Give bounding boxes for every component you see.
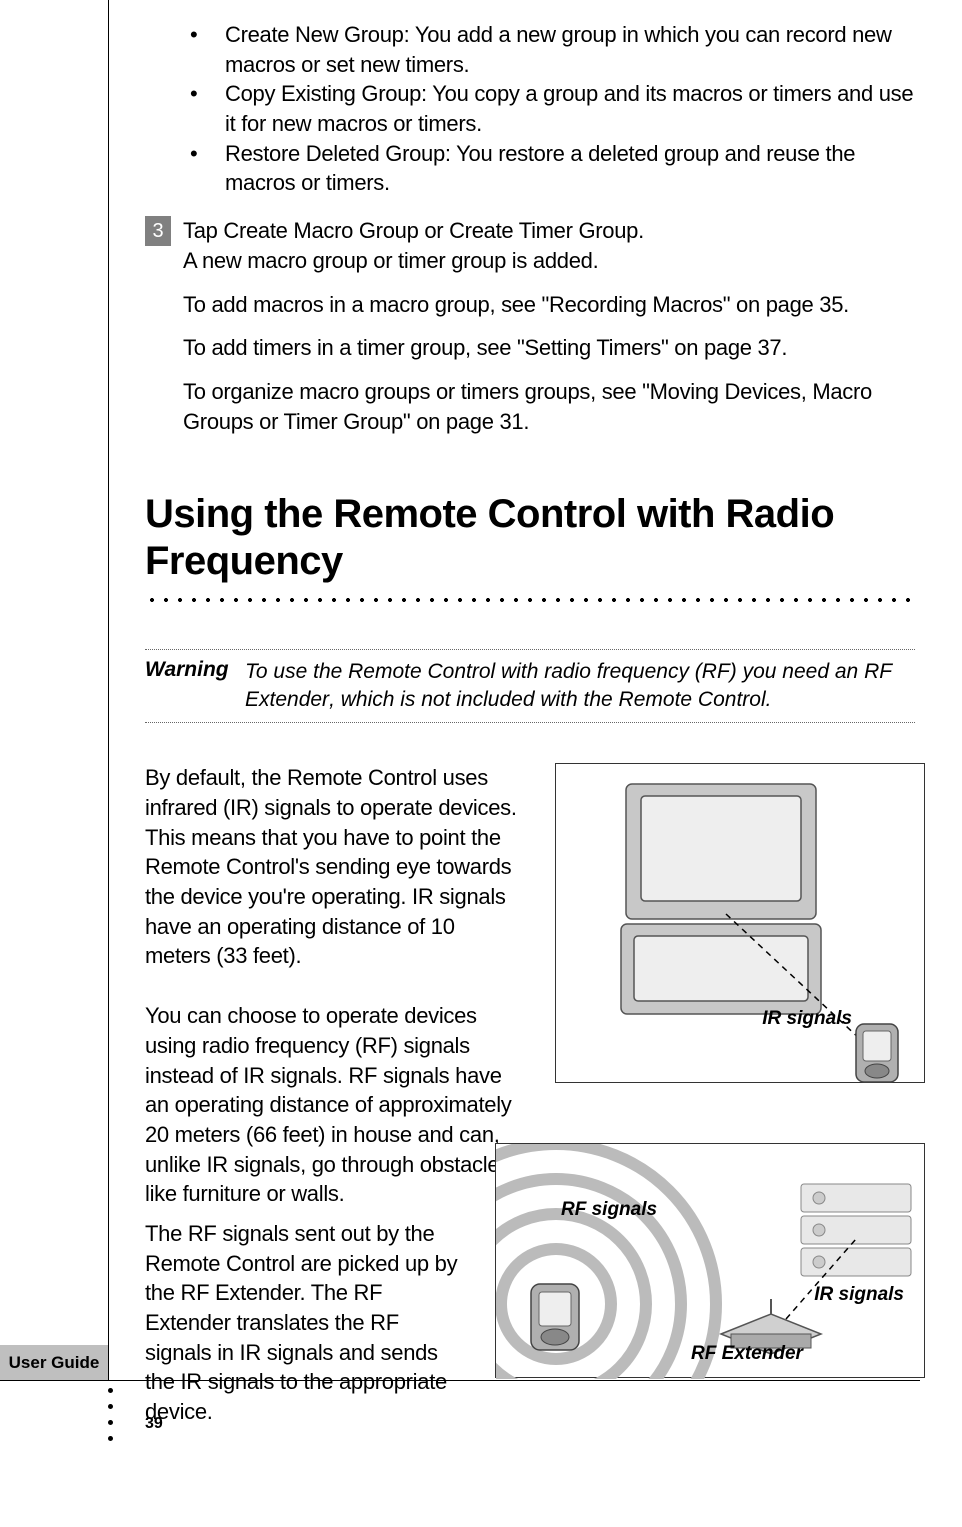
para2-bold: radio frequency (202, 1033, 349, 1058)
list-item: Create New Group: You add a new group in… (190, 20, 915, 79)
para-2: You can choose to operate devices using … (145, 1001, 525, 1209)
step-3: 3 Tap Create Macro Group or Create Timer… (145, 216, 915, 275)
warning-pre: To use the Remote Control with radio fre… (245, 660, 864, 683)
warning-post: , which is not included with the Remote … (329, 688, 771, 711)
page-number: 39 (145, 1415, 163, 1433)
warning-label: Warning (145, 658, 245, 715)
para1-pre: By default, the Remote Control uses (145, 765, 488, 790)
list-item: Copy Existing Group: You copy a group an… (190, 79, 915, 138)
section-heading: Using the Remote Control with Radio Freq… (145, 491, 915, 585)
para-1: By default, the Remote Control uses infr… (145, 763, 525, 971)
figure-ir: IR signals (555, 763, 925, 1083)
reference-paragraphs: To add macros in a macro group, see "Rec… (183, 290, 915, 437)
fig1-ir-label: IR signals (762, 1008, 852, 1030)
ir-diagram-svg (556, 764, 926, 1084)
ref-text: To organize macro groups or timers group… (183, 377, 915, 436)
bullet-list: Create New Group: You add a new group in… (190, 20, 915, 198)
footer-dots (108, 1388, 113, 1452)
para-3: The RF signals sent out by the Remote Co… (145, 1219, 465, 1427)
list-item: Restore Deleted Group: You restore a del… (190, 139, 915, 198)
dotted-separator (145, 596, 915, 604)
columns: By default, the Remote Control uses infr… (145, 763, 915, 1426)
para1-post: (IR) signals to operate devices. This me… (145, 795, 517, 968)
ref-text: To add timers in a timer group, see "Set… (183, 333, 915, 363)
figure-rf: RF signals IR signals RF Extender (495, 1143, 925, 1378)
step-content: Tap Create Macro Group or Create Timer G… (183, 216, 915, 275)
para1-bold: infrared (145, 795, 217, 820)
bottom-rule (0, 1380, 920, 1381)
vertical-rule (108, 0, 109, 1380)
fig2-ext-label: RF Extender (691, 1343, 803, 1365)
warning-text: To use the Remote Control with radio fre… (245, 658, 915, 715)
content-area: Create New Group: You add a new group in… (145, 20, 915, 1427)
fig2-ir-label: IR signals (814, 1284, 904, 1306)
step-subtitle: A new macro group or timer group is adde… (183, 246, 915, 276)
step-number-badge: 3 (145, 216, 171, 246)
step-title: Tap Create Macro Group or Create Timer G… (183, 216, 915, 246)
warning-box: Warning To use the Remote Control with r… (145, 649, 915, 724)
ref-text: To add macros in a macro group, see "Rec… (183, 290, 915, 320)
fig2-rf-label: RF signals (561, 1199, 657, 1221)
user-guide-tab: User Guide (0, 1345, 108, 1380)
para2-post: (RF) signals instead of IR signals. RF s… (145, 1033, 512, 1206)
